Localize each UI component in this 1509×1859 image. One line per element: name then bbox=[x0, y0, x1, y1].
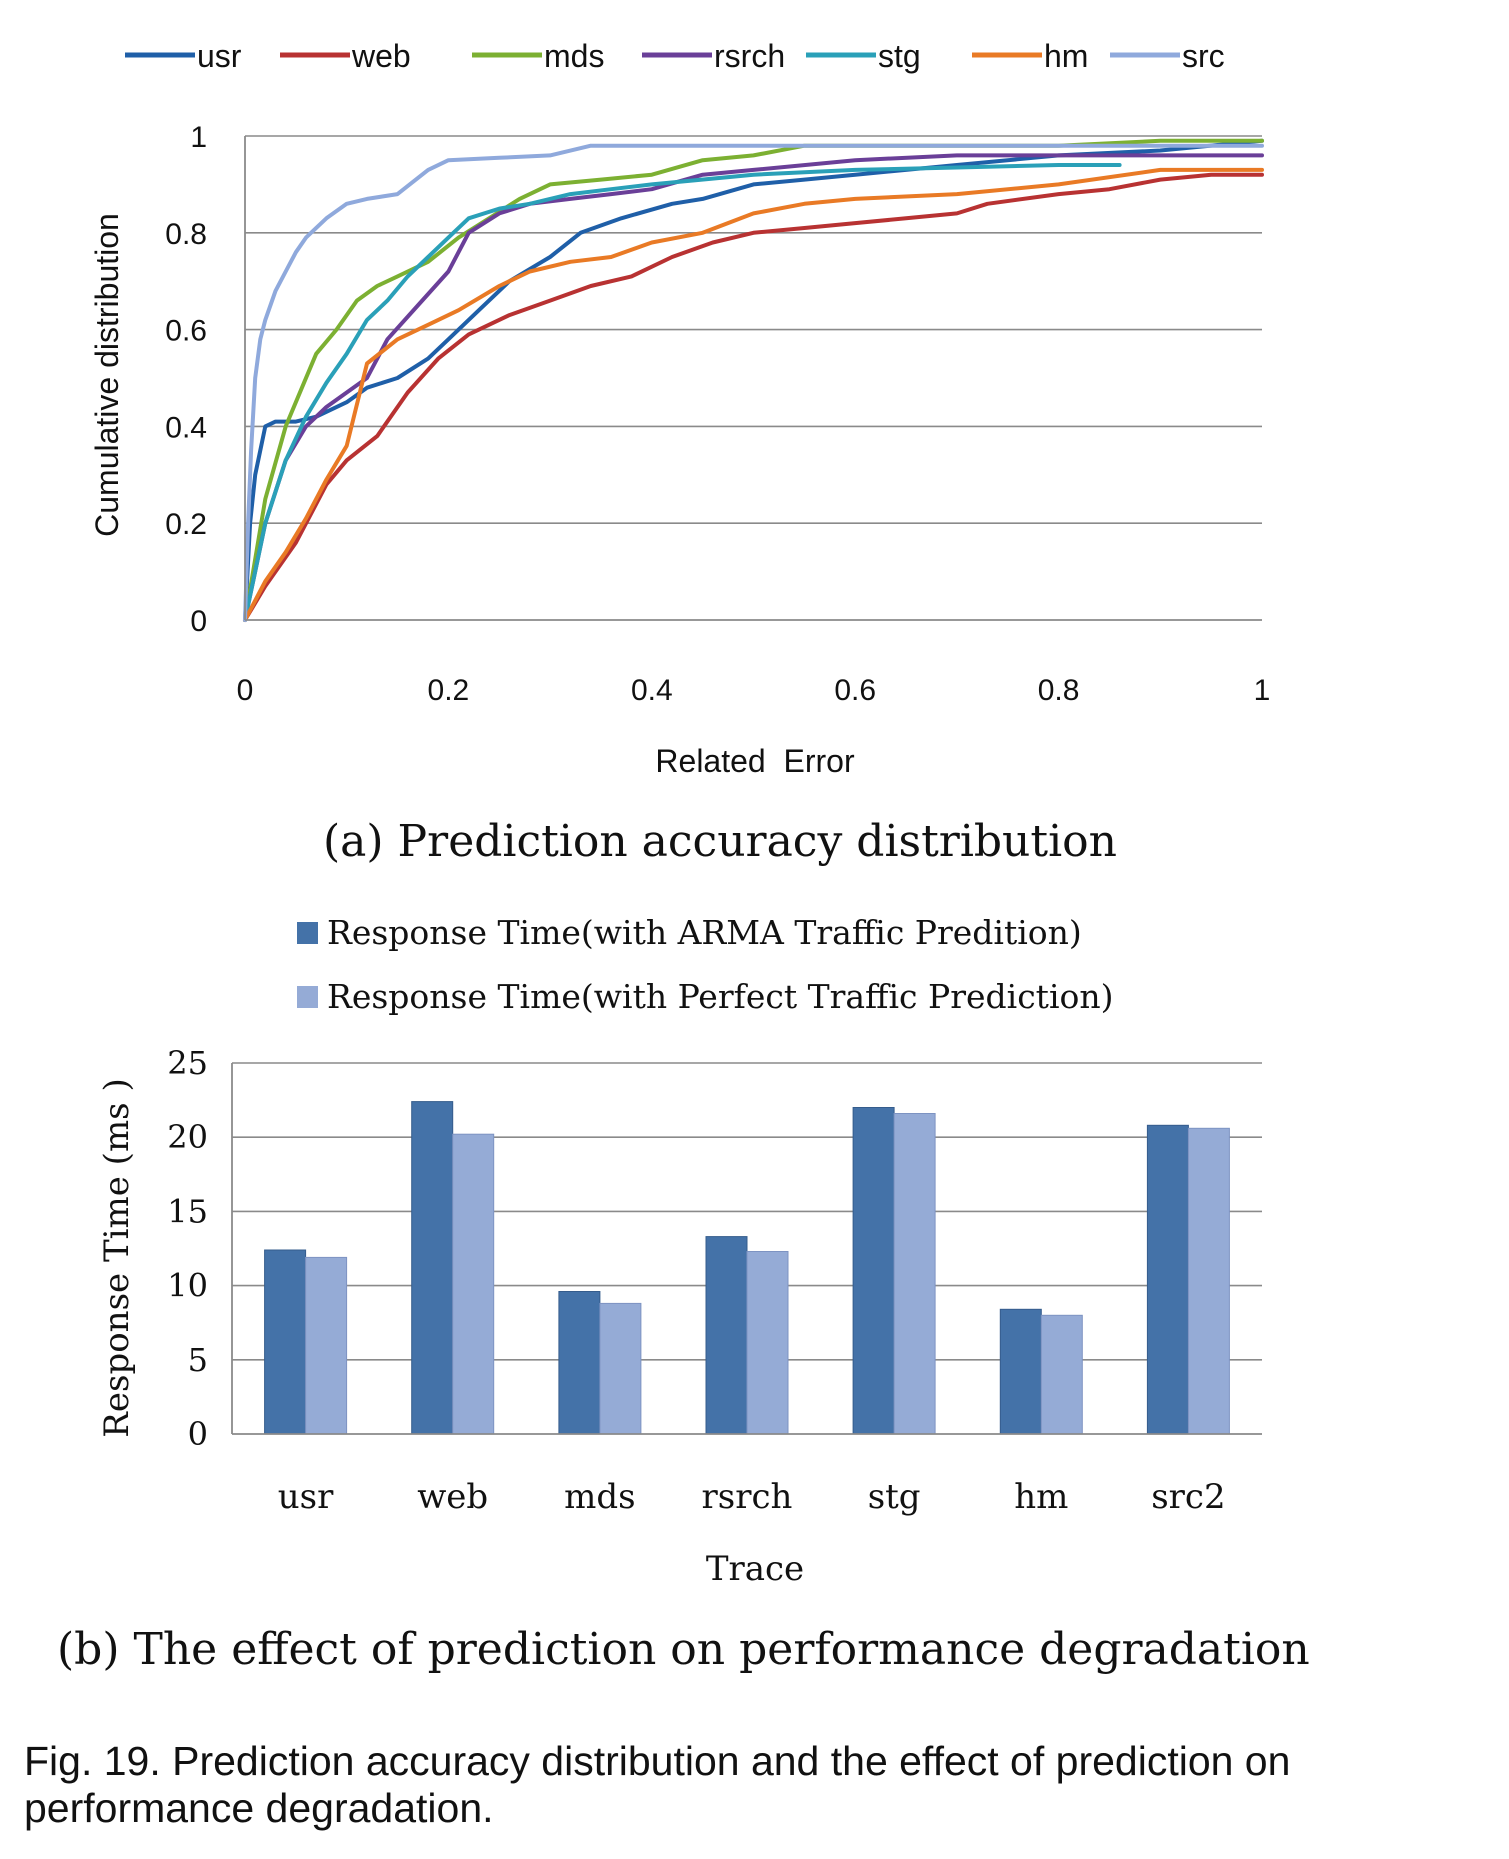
cdf-line-hm bbox=[243, 167, 1264, 622]
cdf-y-tick-label: 0.2 bbox=[165, 508, 207, 541]
bar-src2-series-1 bbox=[1146, 1124, 1189, 1435]
bar-src2-series-2 bbox=[1187, 1127, 1230, 1435]
bar-mds-series-1 bbox=[558, 1291, 601, 1435]
bar-x-tick-label: web bbox=[417, 1477, 488, 1517]
bar-legend-swatch-1 bbox=[297, 922, 318, 944]
caption-b: (b) The effect of prediction on performa… bbox=[57, 1624, 1310, 1675]
caption-a: (a) Prediction accuracy distribution bbox=[323, 816, 1117, 867]
bar-web-series-2 bbox=[452, 1133, 495, 1435]
cdf-y-axis-label: Cumulative distribution bbox=[89, 213, 125, 537]
response-time-bar-chart: Response Time(with ARMA Traffic Preditio… bbox=[97, 913, 1262, 1589]
bar-y-axis-label: Response Time (ms ) bbox=[97, 1078, 137, 1437]
cdf-y-tick-label: 0.6 bbox=[165, 315, 207, 348]
bar-x-tick-label: hm bbox=[1014, 1477, 1068, 1517]
cdf-series-lines bbox=[243, 138, 1264, 622]
figure-caption: Fig. 19. Prediction accuracy distributio… bbox=[24, 1738, 1291, 1831]
bar-y-tick-label: 20 bbox=[167, 1118, 208, 1156]
cdf-line-src bbox=[243, 143, 1264, 622]
bar-web-series-1 bbox=[411, 1101, 454, 1435]
bar-stg-series-1 bbox=[852, 1107, 895, 1435]
bar-rsrch-series-2 bbox=[746, 1251, 789, 1435]
cdf-line-rsrch bbox=[243, 153, 1264, 622]
cdf-x-tick-label: 0 bbox=[237, 674, 254, 707]
bar-x-tick-label: rsrch bbox=[702, 1477, 793, 1517]
cdf-x-tick-label: 0.4 bbox=[631, 674, 673, 707]
bar-stg-series-2 bbox=[893, 1113, 936, 1435]
bar-hm-series-1 bbox=[999, 1308, 1042, 1435]
bar-axes bbox=[231, 1063, 1262, 1435]
legend-label-stg: stg bbox=[878, 38, 921, 74]
cdf-y-tick-label: 0.4 bbox=[165, 411, 207, 444]
bar-x-axis-label: Trace bbox=[706, 1549, 804, 1589]
cdf-x-tick-label: 1 bbox=[1254, 674, 1271, 707]
cdf-x-tick-label: 0.6 bbox=[834, 674, 876, 707]
legend-label-usr: usr bbox=[197, 38, 242, 74]
legend-label-web: web bbox=[351, 38, 411, 74]
bar-series bbox=[264, 1101, 1230, 1435]
bar-usr-series-2 bbox=[305, 1256, 348, 1435]
bar-y-ticks: 0 5 10 15 20 25 bbox=[167, 1044, 208, 1453]
bar-y-tick-label: 5 bbox=[188, 1341, 208, 1379]
bar-x-tick-label: stg bbox=[868, 1477, 921, 1517]
bar-y-tick-label: 10 bbox=[167, 1267, 208, 1305]
bar-x-tick-label: usr bbox=[278, 1477, 334, 1517]
bar-y-tick-label: 0 bbox=[188, 1415, 208, 1453]
cdf-y-tick-label: 1 bbox=[190, 121, 207, 154]
cdf-x-tick-label: 0.2 bbox=[428, 674, 470, 707]
cdf-legend: usr web mds rsrch stg hm src bbox=[125, 38, 1225, 74]
bar-y-tick-label: 15 bbox=[167, 1192, 208, 1230]
bar-hm-series-2 bbox=[1040, 1314, 1083, 1435]
cdf-x-axis-label: Related Error bbox=[655, 743, 855, 779]
bar-legend: Response Time(with ARMA Traffic Preditio… bbox=[297, 913, 1114, 1016]
legend-label-rsrch: rsrch bbox=[714, 38, 785, 74]
bar-x-tick-label: src2 bbox=[1151, 1477, 1225, 1517]
legend-label-mds: mds bbox=[544, 38, 604, 74]
legend-label-src: src bbox=[1182, 38, 1225, 74]
bar-legend-swatch-2 bbox=[297, 986, 318, 1008]
bar-mds-series-2 bbox=[599, 1302, 642, 1435]
bar-x-ticks: usr web mds rsrch stg hm src2 bbox=[278, 1477, 1226, 1517]
bar-legend-label-2: Response Time(with Perfect Traffic Predi… bbox=[327, 977, 1114, 1016]
cdf-x-ticks: 0 0.2 0.4 0.6 0.8 1 bbox=[237, 674, 1271, 707]
cdf-line-usr bbox=[243, 138, 1264, 622]
bar-y-tick-label: 25 bbox=[167, 1044, 208, 1082]
cdf-y-ticks: 0 0.2 0.4 0.6 0.8 1 bbox=[165, 121, 207, 638]
cdf-line-web bbox=[243, 172, 1264, 622]
bar-rsrch-series-1 bbox=[705, 1236, 748, 1435]
cdf-line-stg bbox=[243, 163, 1122, 622]
legend-label-hm: hm bbox=[1044, 38, 1088, 74]
cdf-axes bbox=[244, 136, 1262, 621]
bar-usr-series-1 bbox=[264, 1249, 307, 1435]
bar-legend-label-1: Response Time(with ARMA Traffic Preditio… bbox=[327, 913, 1082, 952]
cdf-y-tick-label: 0 bbox=[190, 605, 207, 638]
cdf-x-tick-label: 0.8 bbox=[1038, 674, 1080, 707]
bar-x-tick-label: mds bbox=[564, 1477, 635, 1517]
cdf-y-tick-label: 0.8 bbox=[165, 218, 207, 251]
